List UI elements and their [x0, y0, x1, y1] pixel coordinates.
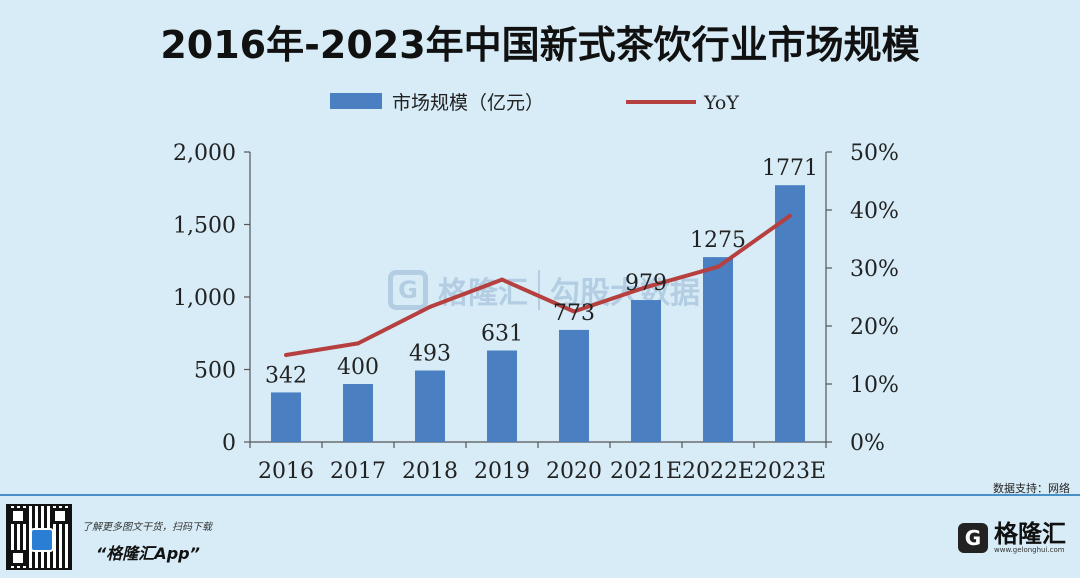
x-tick-label: 2016	[258, 459, 314, 484]
bar-data-label: 631	[481, 322, 523, 347]
x-tick-label: 2022E	[682, 459, 754, 484]
y-left-tick-label: 500	[194, 359, 236, 384]
x-tick-label: 2020	[546, 459, 602, 484]
yoy-point	[500, 277, 504, 282]
y-right-tick-label: 10%	[850, 373, 899, 398]
legend-line-label: YoY	[703, 92, 739, 114]
yoy-line	[285, 214, 792, 357]
x-tick-label: 2018	[402, 459, 458, 484]
x-tick-label: 2023E	[754, 459, 826, 484]
bar-data-label: 342	[265, 363, 307, 388]
yoy-point	[428, 304, 432, 309]
bar-data-label: 773	[553, 301, 595, 326]
y-left-tick-label: 1,000	[173, 286, 236, 311]
yoy-point	[644, 285, 648, 290]
bar	[415, 370, 445, 442]
bar	[487, 350, 517, 442]
bar	[703, 257, 733, 442]
bar	[631, 300, 661, 442]
footer-divider	[0, 494, 1080, 496]
bar	[559, 329, 589, 442]
x-tick-label: 2017	[330, 459, 386, 484]
y-right-tick-label: 20%	[850, 315, 899, 340]
qr-code-icon[interactable]	[6, 504, 72, 570]
chart-title: 2016年-2023年中国新式茶饮行业市场规模	[160, 23, 920, 67]
yoy-point	[284, 353, 288, 357]
app-name: “格隆汇App”	[96, 544, 200, 563]
promo-text: 了解更多图文干货，扫码下载	[82, 522, 212, 533]
yoy-point	[572, 309, 576, 314]
y-right-tick-label: 30%	[850, 257, 899, 282]
yoy-point	[788, 213, 792, 218]
bar-data-label: 1275	[690, 228, 746, 253]
y-left-tick-label: 2,000	[173, 141, 236, 166]
legend-bar-swatch	[330, 93, 382, 109]
bar-data-label: 493	[409, 342, 451, 367]
brand-name: 格隆汇	[994, 520, 1066, 548]
bar-data-label: 979	[625, 271, 667, 296]
bar-data-label: 400	[337, 355, 379, 380]
x-tick-label: 2021E	[610, 459, 682, 484]
y-right-tick-label: 50%	[850, 141, 899, 166]
yoy-point	[356, 341, 360, 346]
source-note: 数据支持：网络	[993, 482, 1070, 495]
x-tick-label: 2019	[474, 459, 530, 484]
brand-logo: G 格隆汇 www.gelonghui.com	[958, 522, 1066, 554]
bar-data-label: 1771	[762, 156, 818, 181]
legend-bar-label: 市场规模（亿元）	[392, 92, 544, 114]
bar	[271, 392, 301, 442]
brand-logo-icon: G	[958, 523, 988, 553]
y-right-tick-label: 0%	[850, 431, 885, 456]
brand-url: www.gelonghui.com	[994, 546, 1065, 554]
bar	[343, 384, 373, 442]
yoy-point	[716, 264, 720, 269]
bar	[775, 185, 805, 442]
y-left-tick-label: 1,500	[173, 214, 236, 239]
y-right-tick-label: 40%	[850, 199, 899, 224]
y-left-tick-label: 0	[222, 431, 236, 456]
